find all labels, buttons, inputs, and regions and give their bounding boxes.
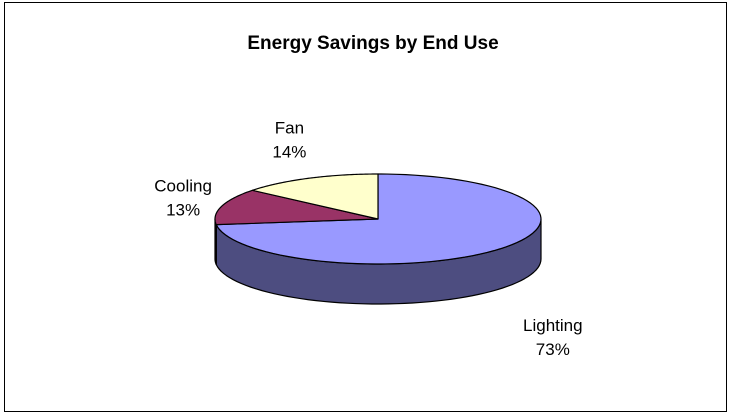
slice-label-fan: Fan — [275, 119, 304, 138]
slice-value-lighting: 73% — [536, 340, 570, 359]
slice-label-cooling: Cooling — [154, 176, 212, 195]
pie-chart: Energy Savings by End Use Lighting 73% Coo… — [154, 33, 583, 359]
slice-label-lighting: Lighting — [523, 316, 583, 335]
slice-value-cooling: 13% — [166, 200, 200, 219]
pie-side-cooling — [214, 218, 217, 266]
chart-frame: Energy Savings by End Use Lighting 73% Coo… — [4, 2, 727, 412]
pie-slice-cooling — [214, 189, 379, 226]
pie-slice-fan — [251, 173, 379, 220]
chart-title: Energy Savings by End Use — [247, 33, 498, 54]
pie-slice-lighting — [215, 173, 542, 265]
slice-value-fan: 14% — [272, 143, 306, 162]
